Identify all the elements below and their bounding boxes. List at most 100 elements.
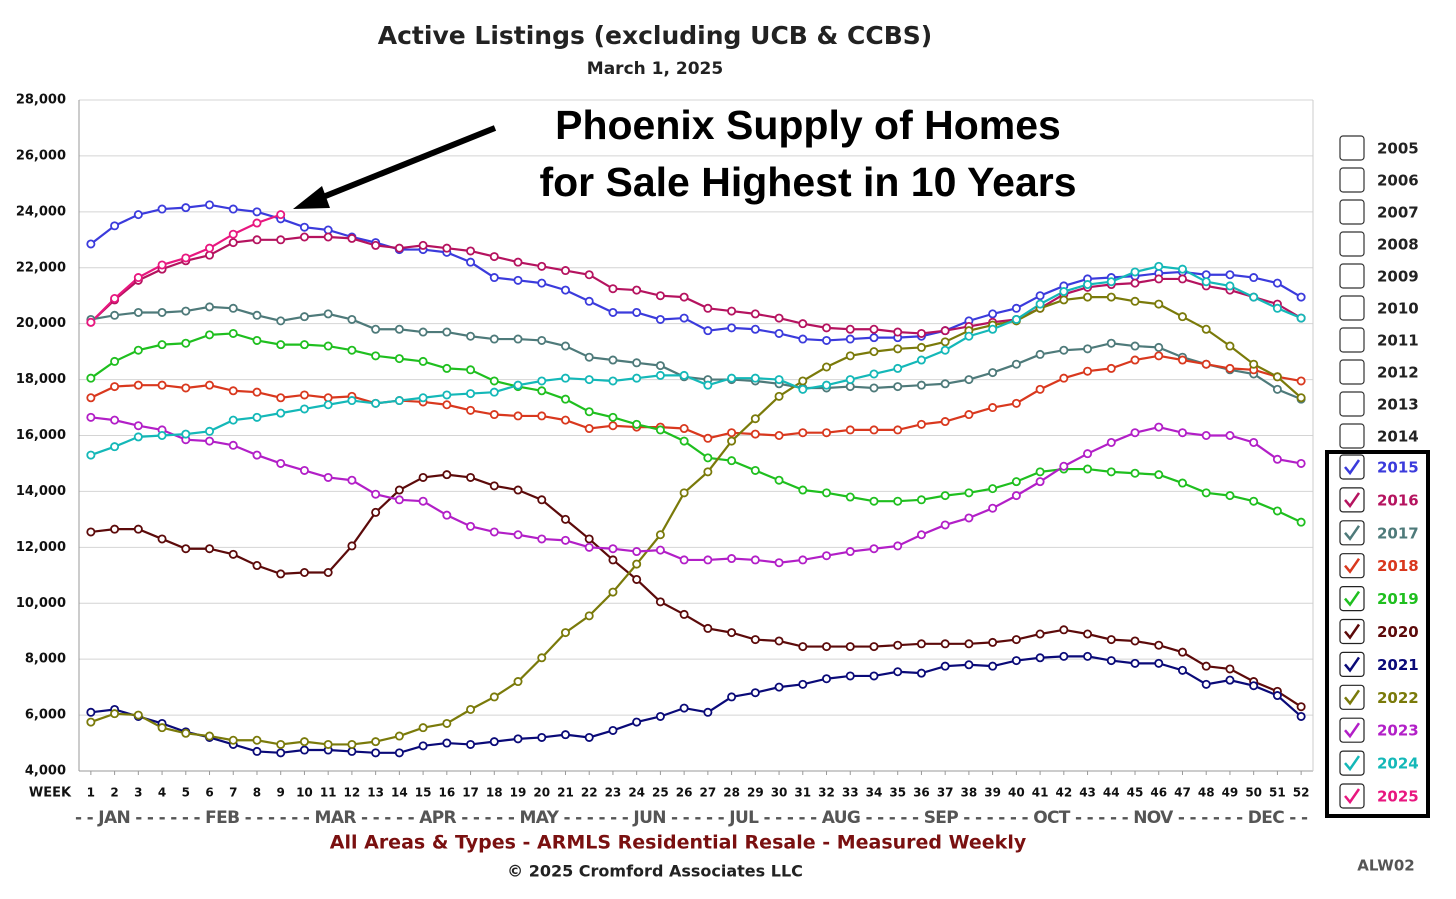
data-point: [632, 717, 642, 727]
data-point: [513, 734, 523, 744]
data-point: [205, 330, 215, 340]
data-point: [822, 428, 832, 438]
data-point: [181, 429, 191, 439]
data-point: [655, 545, 665, 555]
legend-label: 2025: [1377, 788, 1419, 806]
data-point: [608, 284, 618, 294]
data-point: [347, 541, 357, 551]
annotation: for Sale Highest in 10 Years: [539, 159, 1076, 205]
x-tick-label: 3: [134, 786, 142, 800]
data-point: [442, 738, 452, 748]
data-point: [655, 711, 665, 721]
data-point: [560, 285, 570, 295]
data-point: [798, 334, 808, 344]
data-point: [157, 204, 167, 214]
data-point: [822, 380, 832, 390]
data-point: [1177, 264, 1187, 274]
legend-label: 2018: [1377, 557, 1419, 575]
data-point: [513, 257, 523, 267]
series-line: [90, 416, 1302, 564]
legend-check: [1344, 525, 1361, 541]
annotation-arrow: [316, 125, 497, 202]
data-point: [750, 414, 760, 424]
data-point: [86, 717, 96, 727]
data-point: [774, 636, 784, 646]
data-point: [632, 307, 642, 317]
data-point: [822, 323, 832, 333]
data-point: [1106, 656, 1116, 666]
data-point: [86, 707, 96, 717]
legend-checkbox: [1339, 231, 1365, 257]
chart-subtitle: March 1, 2025: [587, 59, 723, 79]
data-point: [276, 316, 286, 326]
data-point: [798, 642, 808, 652]
data-point: [869, 383, 879, 393]
data-point: [252, 561, 262, 571]
data-point: [323, 567, 333, 577]
legend-checkbox: [1339, 651, 1365, 678]
x-tick-label: 18: [486, 786, 503, 800]
data-point: [513, 530, 523, 540]
legend-label: 2023: [1377, 722, 1419, 740]
x-tick-label: 52: [1293, 786, 1310, 800]
data-point: [442, 390, 452, 400]
data-point: [1154, 470, 1164, 480]
data-point: [869, 333, 879, 343]
legend-label: 2019: [1377, 590, 1419, 608]
legend-checkbox: [1339, 585, 1365, 612]
data-point: [632, 574, 642, 584]
data-point: [1035, 299, 1045, 309]
data-point: [181, 306, 191, 316]
plot: [86, 200, 1306, 758]
data-point: [679, 609, 689, 619]
data-point: [347, 739, 357, 749]
y-tick-label: 18,000: [16, 372, 66, 387]
data-point: [276, 739, 286, 749]
data-point: [988, 368, 998, 378]
data-point: [252, 735, 262, 745]
data-point: [205, 426, 215, 436]
data-point: [1249, 359, 1259, 369]
data-point: [774, 475, 784, 485]
legend-checkbox: [1339, 167, 1365, 193]
data-point: [86, 239, 96, 249]
data-point: [584, 296, 594, 306]
data-point: [727, 436, 737, 446]
legend-label: 2013: [1377, 396, 1419, 414]
data-point: [1225, 675, 1235, 685]
data-point: [1249, 496, 1259, 506]
data-point: [347, 345, 357, 355]
data-point: [347, 233, 357, 243]
data-point: [1059, 295, 1069, 305]
data-point: [964, 410, 974, 420]
data-point: [513, 380, 523, 390]
data-point: [869, 544, 879, 554]
data-point: [750, 309, 760, 319]
annotation-arrowhead: [293, 186, 330, 209]
data-point: [1106, 437, 1116, 447]
legend-checkbox: [1339, 199, 1365, 225]
data-point: [1011, 314, 1021, 324]
data-point: [466, 405, 476, 415]
x-tick-label: 44: [1103, 786, 1120, 800]
data-point: [703, 453, 713, 463]
data-point: [228, 303, 238, 313]
data-point: [679, 488, 689, 498]
x-tick-label: 41: [1032, 786, 1049, 800]
data-point: [916, 530, 926, 540]
x-tick-label: 9: [277, 786, 285, 800]
series-line: [90, 473, 1302, 708]
legend-checkbox: [1339, 750, 1365, 776]
data-point: [205, 243, 215, 253]
data-point: [964, 375, 974, 385]
data-point: [299, 390, 309, 400]
data-point: [489, 252, 499, 262]
series-line: [90, 655, 1302, 754]
data-point: [655, 314, 665, 324]
data-point: [703, 623, 713, 633]
data-point: [157, 340, 167, 350]
data-point: [394, 495, 404, 505]
data-point: [276, 458, 286, 468]
data-point: [133, 524, 143, 534]
data-point: [1130, 341, 1140, 351]
